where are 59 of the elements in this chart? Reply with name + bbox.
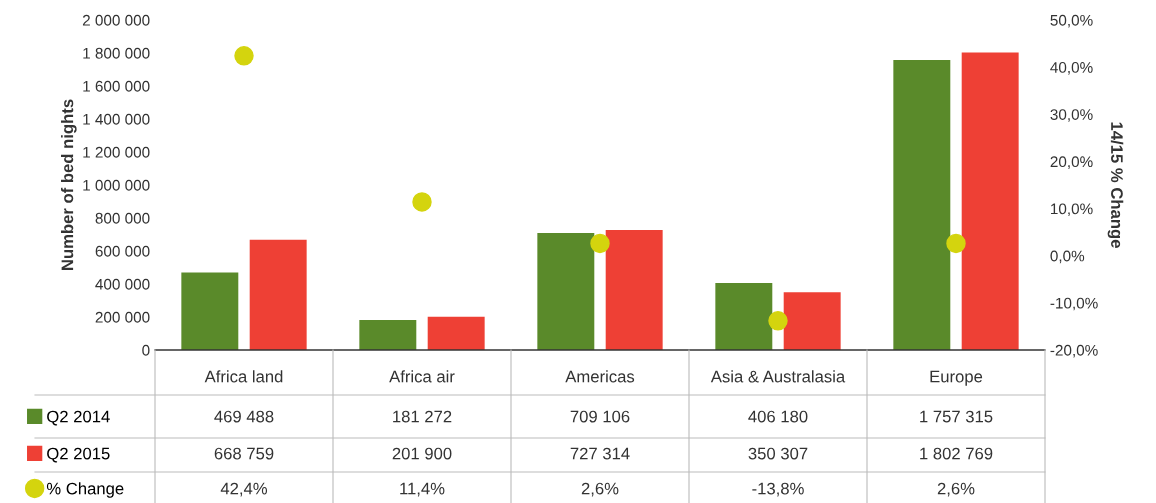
- legend-label: % Change: [46, 482, 124, 498]
- y2-tick-label: 30,0%: [1050, 109, 1093, 122]
- data-label: 668 759: [214, 447, 274, 460]
- y2-tick-label: 10,0%: [1051, 203, 1093, 217]
- x-tick-label: Americas: [565, 370, 635, 383]
- y2-tick-label: 0,0%: [1050, 250, 1085, 264]
- y2-tick-label: 40,0%: [1050, 62, 1093, 75]
- point: [412, 192, 432, 212]
- y2-tick-label: 20,0%: [1050, 156, 1093, 169]
- y-tick-label: 200 000: [95, 311, 150, 323]
- bar: [783, 292, 841, 350]
- x-tick-label: Asia & Australasia: [710, 370, 846, 383]
- bar: [893, 60, 951, 350]
- y2-tick-label: -10,0%: [1050, 297, 1098, 311]
- y-tick-label: 1 400 000: [83, 113, 150, 125]
- data-label: 469 488: [214, 410, 274, 423]
- bar: [427, 316, 485, 350]
- x-tick-label: Africa air: [389, 370, 455, 383]
- data-label: 42,4%: [220, 482, 268, 497]
- bar: [249, 239, 307, 350]
- y-tick-label: 1 000 000: [83, 179, 150, 191]
- y2-tick-label: 50,0%: [1050, 14, 1093, 28]
- data-label: 727 314: [570, 447, 630, 460]
- bar: [181, 272, 239, 350]
- data-label: 406 180: [748, 410, 808, 423]
- data-label: 201 900: [392, 447, 452, 460]
- bar: [359, 320, 417, 350]
- y2-axis-title: 14/15 % Change: [1107, 122, 1124, 248]
- data-label: 1 802 769: [920, 447, 993, 460]
- y-tick-label: 1 800 000: [83, 47, 150, 59]
- y2-tick-label: -20,0%: [1050, 344, 1098, 358]
- y-tick-label: 2 000 000: [82, 14, 150, 26]
- y-tick-label: 400 000: [95, 278, 150, 290]
- data-label: 350 307: [748, 447, 808, 460]
- data-label: 181 272: [393, 410, 452, 423]
- bar: [605, 229, 663, 350]
- legend-label: Q2 2014: [47, 410, 110, 426]
- point: [768, 311, 788, 331]
- x-tick-label: Africa land: [204, 370, 283, 383]
- data-label: 2,6%: [937, 482, 975, 497]
- data-label: -13,8%: [752, 482, 804, 497]
- y-axis-title: Number of bed nights: [61, 99, 77, 270]
- point: [590, 233, 610, 254]
- data-label: 11,4%: [400, 482, 445, 497]
- data-label: 709 106: [570, 410, 630, 423]
- bar: [537, 233, 595, 350]
- data-label: 2,6%: [581, 482, 619, 497]
- y-tick-label: 0: [142, 344, 150, 356]
- data-label: 1 757 315: [920, 410, 993, 423]
- y-tick-label: 800 000: [95, 212, 150, 224]
- legend-label: Q2 2015: [47, 447, 110, 463]
- y-tick-label: 600 000: [95, 245, 150, 257]
- x-tick-label: Europe: [930, 370, 983, 386]
- y-tick-label: 1 600 000: [83, 80, 150, 92]
- point: [946, 233, 966, 254]
- y-tick-label: 1 200 000: [83, 146, 150, 158]
- bar: [961, 52, 1019, 350]
- point: [234, 46, 254, 66]
- bar: [715, 282, 773, 350]
